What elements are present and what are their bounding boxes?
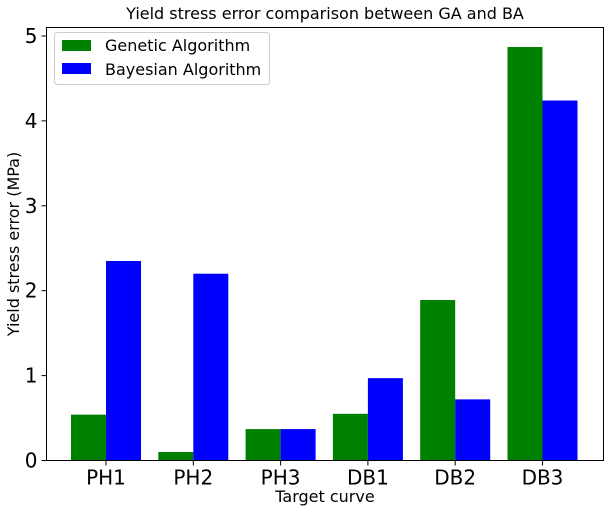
bar-bayesian-db1 <box>367 378 403 461</box>
x-tick-label-db3: DB3 <box>522 466 564 490</box>
y-tick-label: 0 <box>25 449 38 473</box>
bar-bayesian-ph1 <box>106 260 141 461</box>
y-ticks-group: 0 1 2 3 4 5 <box>25 24 47 473</box>
bar-genetic-ph1 <box>71 414 106 461</box>
plot-frame <box>46 27 604 461</box>
x-axis-label: Target curve <box>274 487 374 506</box>
y-tick-label: 4 <box>25 109 38 133</box>
bar-bayesian-db2 <box>455 399 491 461</box>
chart-title: Yield stress error comparison between GA… <box>125 4 524 23</box>
legend-swatch-bayesian <box>62 63 91 74</box>
bar-genetic-db3 <box>507 47 543 461</box>
bar-bayesian-ph2 <box>193 273 229 461</box>
y-tick-label: 3 <box>25 194 38 218</box>
legend-label-bayesian: Bayesian Algorithm <box>105 60 261 79</box>
y-tick-label: 1 <box>25 364 38 388</box>
bar-genetic-db1 <box>332 413 368 461</box>
x-tick-label-ph1: PH1 <box>86 466 126 490</box>
bar-genetic-db2 <box>420 300 456 461</box>
y-axis-label: Yield stress error (MPa) <box>4 152 23 337</box>
x-ticks-group: PH1 PH2 PH3 DB1 DB2 DB3 <box>86 460 564 490</box>
legend: Genetic Algorithm Bayesian Algorithm <box>54 32 270 85</box>
legend-swatch-genetic <box>62 40 91 51</box>
x-tick-label-db2: DB2 <box>434 466 476 490</box>
bar-bayesian-db3 <box>542 100 578 461</box>
x-tick-label-ph3: PH3 <box>261 466 301 490</box>
legend-box <box>54 32 270 85</box>
y-tick-label: 5 <box>25 24 38 48</box>
bar-genetic-ph2 <box>158 452 194 461</box>
x-tick-label-db1: DB1 <box>347 466 389 490</box>
bar-genetic-ph3 <box>245 429 281 461</box>
bars-group <box>71 47 578 461</box>
legend-label-genetic: Genetic Algorithm <box>105 36 250 55</box>
x-tick-label-ph2: PH2 <box>173 466 213 490</box>
y-tick-label: 2 <box>25 279 38 303</box>
bar-bayesian-ph3 <box>280 429 316 461</box>
